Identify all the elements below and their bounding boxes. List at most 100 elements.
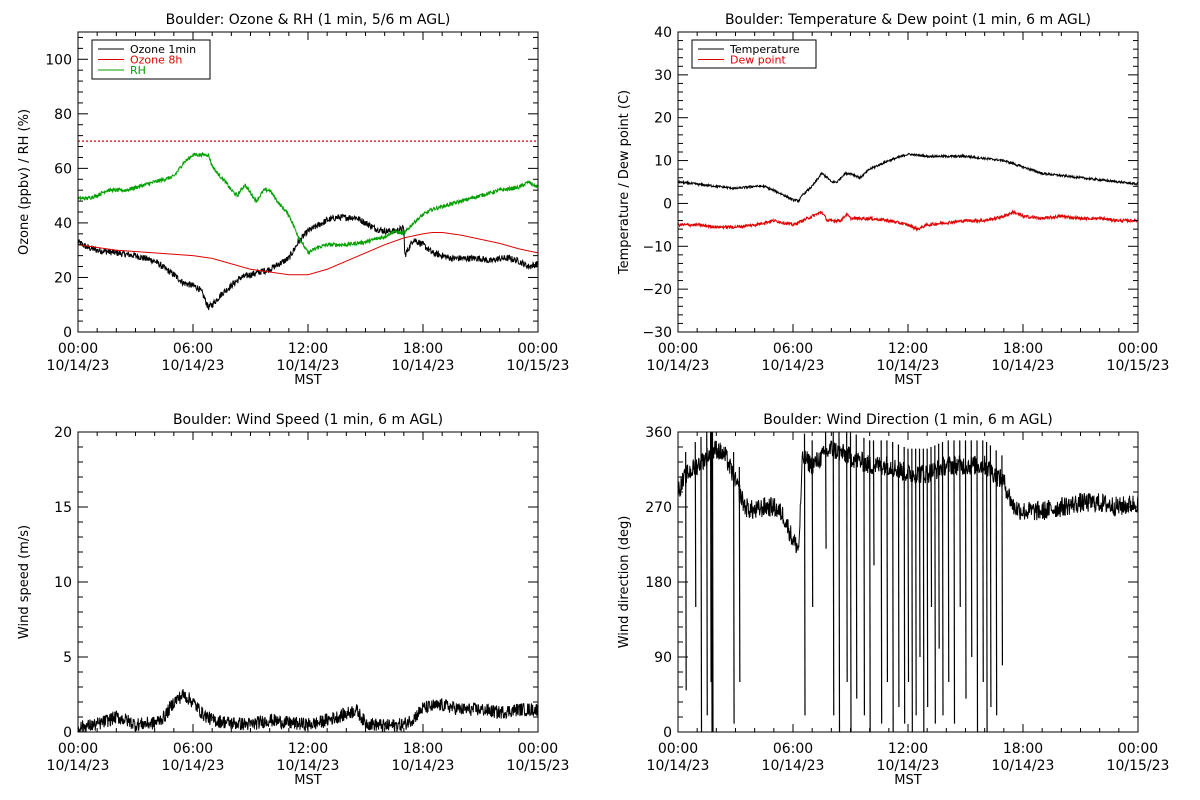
chart-title: Boulder: Ozone & RH (1 min, 5/6 m AGL) <box>166 12 451 28</box>
direction-spike <box>982 440 984 683</box>
legend-entry: Ozone 1min <box>130 43 196 56</box>
direction-spike <box>838 432 841 732</box>
direction-spike <box>947 440 950 683</box>
x-axis-label: MST <box>894 773 921 788</box>
legend <box>691 39 817 69</box>
x-tick-label-date: 10/14/23 <box>162 758 225 774</box>
series-line-2 <box>78 231 538 276</box>
x-tick-label-time: 00:00 <box>1118 741 1158 757</box>
y-axis-label: Ozone (ppbv) / RH (%) <box>17 109 32 255</box>
x-tick-label-date: 10/14/23 <box>392 358 455 374</box>
y-tick-label: 40 <box>54 216 72 232</box>
y-tick-label: 0 <box>663 196 672 212</box>
x-tick-label-time: 06:00 <box>773 341 813 357</box>
direction-spike <box>930 446 933 608</box>
plot-frame <box>677 31 1139 333</box>
chart-title: Boulder: Wind Speed (1 min, 6 m AGL) <box>173 412 443 428</box>
direction-spike <box>855 434 858 699</box>
direction-spike <box>700 436 703 732</box>
direction-spike <box>911 448 913 732</box>
x-tick-label-date: 10/14/23 <box>162 358 225 374</box>
y-tick-label: 15 <box>54 500 72 516</box>
y-tick-label: 0 <box>63 725 72 741</box>
x-tick-label-date: 10/15/23 <box>1107 758 1170 774</box>
y-tick-label: −10 <box>642 239 672 255</box>
x-tick-label-time: 06:00 <box>173 741 213 757</box>
y-tick-label: 20 <box>54 270 72 286</box>
x-tick-label-date: 10/15/23 <box>1107 358 1170 374</box>
y-tick-label: 30 <box>654 68 672 84</box>
x-tick-label-time: 18:00 <box>403 341 443 357</box>
direction-spike <box>964 440 967 699</box>
chart-title: Boulder: Wind Direction (1 min, 6 m AGL) <box>763 412 1052 428</box>
direction-spike <box>915 448 917 716</box>
direction-spike <box>811 440 814 608</box>
direction-spike <box>989 445 992 708</box>
x-tick-label-date: 10/14/23 <box>647 758 710 774</box>
y-axis-label: Wind speed (m/s) <box>17 525 32 639</box>
x-tick-label-time: 18:00 <box>1003 341 1043 357</box>
series-line-1 <box>78 213 538 311</box>
x-axis-label: MST <box>894 373 921 388</box>
x-tick-label-date: 10/14/23 <box>392 758 455 774</box>
chart-ozone-rh: Boulder: Ozone & RH (1 min, 5/6 m AGL) 00… <box>17 12 569 388</box>
y-tick-label: 40 <box>654 25 672 41</box>
direction-spike <box>711 432 714 732</box>
y-tick-label: 100 <box>45 52 72 68</box>
legend-entry: Ozone 8h <box>130 54 182 67</box>
y-axis-label: Temperature / Dew point (C) <box>617 90 632 275</box>
x-axis-label: MST <box>294 373 321 388</box>
x-tick-label-time: 12:00 <box>888 741 928 757</box>
legend-entry: Dew point <box>730 54 786 67</box>
y-axis-label: Wind direction (deg) <box>617 516 632 649</box>
direction-spike <box>903 446 906 724</box>
x-axis-label: MST <box>294 773 321 788</box>
y-tick-label: 180 <box>645 575 672 591</box>
series-line-2 <box>678 209 1138 232</box>
direction-spike <box>985 441 988 732</box>
y-tick-label: 5 <box>63 650 72 666</box>
direction-spike <box>685 451 687 691</box>
y-tick-label: −20 <box>642 282 672 298</box>
direction-spike <box>863 437 866 716</box>
x-tick-label-date: 10/14/23 <box>277 358 340 374</box>
x-tick-label-date: 10/14/23 <box>47 358 110 374</box>
direction-spike <box>824 432 827 549</box>
x-tick-label-time: 12:00 <box>288 741 328 757</box>
direction-spike <box>922 448 925 732</box>
legend-entry: Temperature <box>729 43 800 56</box>
direction-spike <box>959 440 961 608</box>
x-tick-label-date: 10/14/23 <box>992 758 1055 774</box>
y-tick-label: 60 <box>54 161 72 177</box>
y-tick-label: 270 <box>645 500 672 516</box>
x-tick-label-time: 00:00 <box>658 741 698 757</box>
x-tick-label-time: 00:00 <box>58 741 98 757</box>
direction-spike <box>918 448 921 658</box>
x-tick-label-date: 10/14/23 <box>647 358 710 374</box>
x-tick-label-time: 00:00 <box>518 741 558 757</box>
direction-spike <box>732 451 735 724</box>
direction-spike <box>694 441 697 608</box>
x-tick-label-date: 10/14/23 <box>762 758 825 774</box>
direction-spike <box>846 432 848 683</box>
direction-spike <box>880 440 883 724</box>
legend-entry: RH <box>130 64 146 77</box>
series-line-1 <box>678 152 1138 204</box>
direction-spike <box>938 443 940 649</box>
direction-spike <box>907 448 910 683</box>
x-tick-label-time: 12:00 <box>288 341 328 357</box>
y-tick-label: 80 <box>54 107 72 123</box>
x-tick-label-time: 00:00 <box>658 341 698 357</box>
chart-wind-direction: Boulder: Wind Direction (1 min, 6 m AGL)… <box>617 412 1169 788</box>
direction-spike <box>934 445 936 724</box>
y-tick-label: 90 <box>654 650 672 666</box>
chart-temp-dewpoint: Boulder: Temperature & Dew point (1 min,… <box>617 12 1169 388</box>
x-tick-label-time: 12:00 <box>888 341 928 357</box>
y-tick-label: 0 <box>63 325 72 341</box>
direction-spike <box>710 432 713 732</box>
direction-spike <box>869 440 871 732</box>
x-tick-label-time: 00:00 <box>58 341 98 357</box>
direction-spike <box>709 432 712 683</box>
x-tick-label-date: 10/14/23 <box>992 358 1055 374</box>
